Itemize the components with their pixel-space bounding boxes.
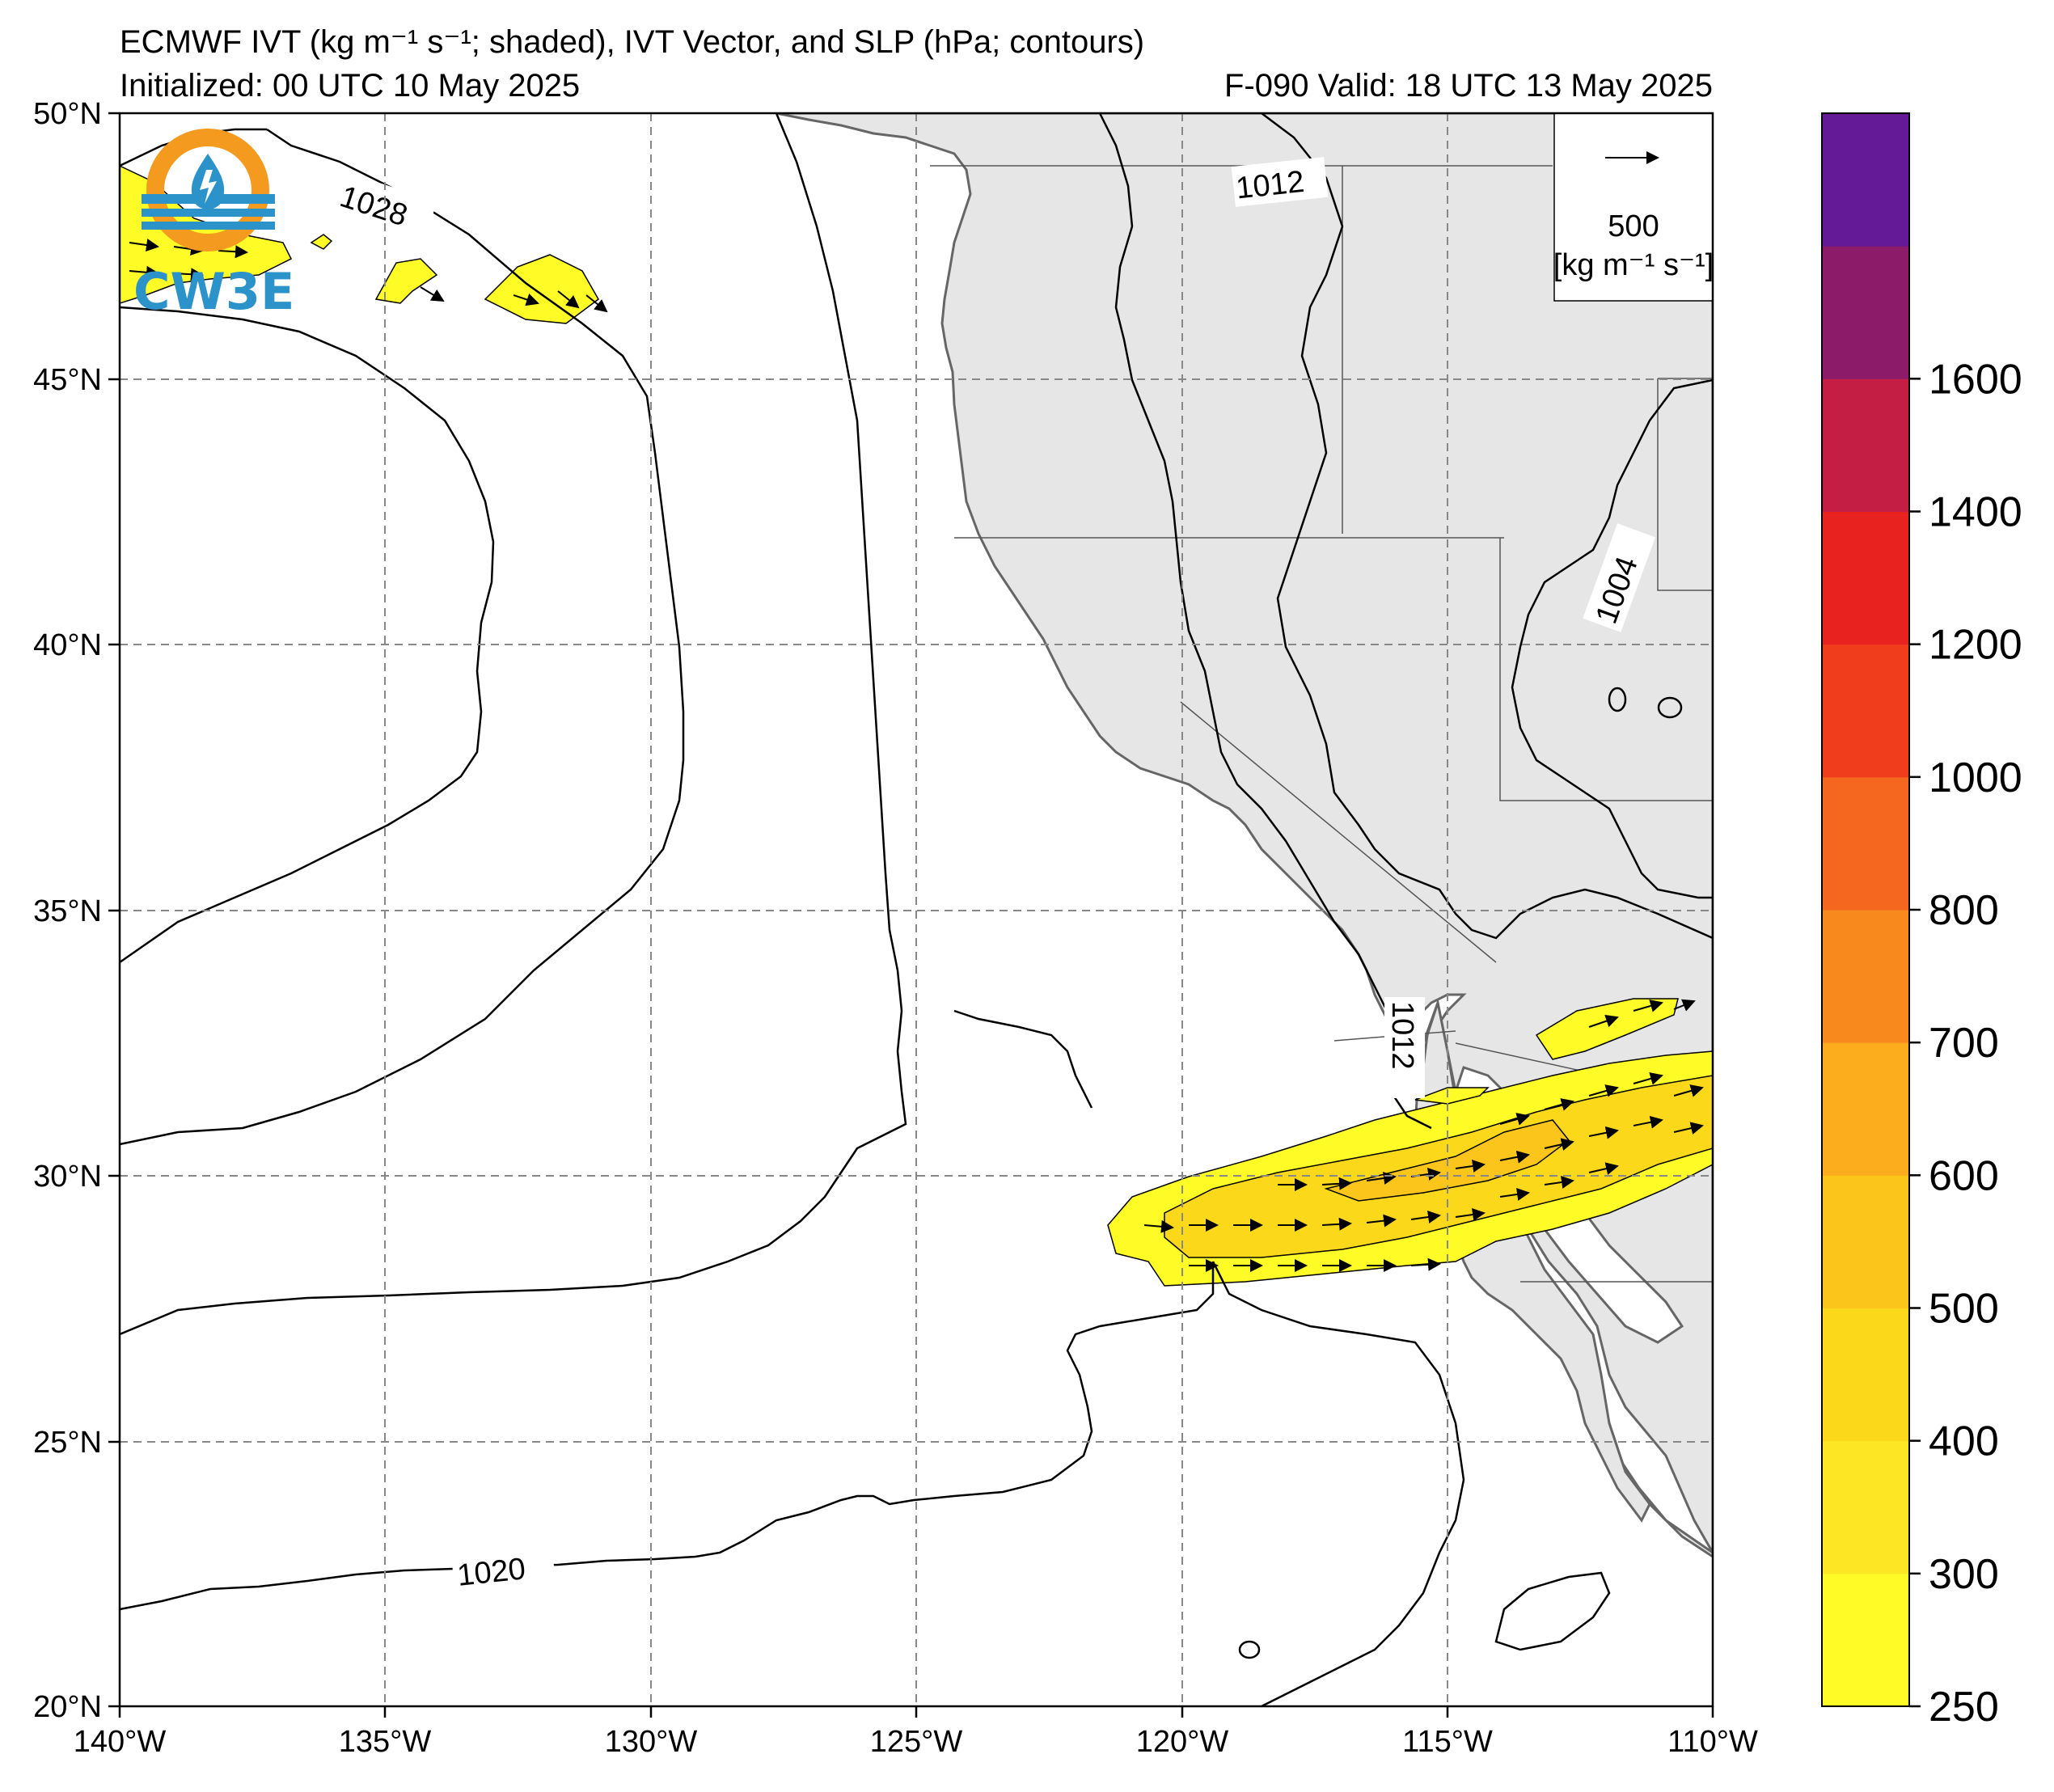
colorbar-tick-label: 1600 (1929, 356, 2022, 403)
lon-label: 130°W (605, 1725, 698, 1759)
colorbar-band (1822, 1175, 1909, 1308)
ivt-patch-arizona (1535, 998, 1679, 1060)
colorbar-tick-label: 500 (1929, 1286, 1999, 1333)
colorbar-tick-label: 1200 (1929, 622, 2022, 669)
slp-contour-1012-west (953, 1009, 1093, 1109)
vector-legend: 500 [kg m⁻¹ s⁻¹] (1553, 113, 1714, 302)
colorbar-band (1822, 910, 1909, 1043)
initialized-label: Initialized: 00 UTC 10 May 2025 (120, 68, 581, 104)
longitude-labels: 140°W 135°W 130°W 125°W 120°W 115°W 110°… (74, 1725, 1758, 1759)
ivt-patch-nw-4 (310, 234, 333, 250)
colorbar-tick-label: 250 (1929, 1684, 1999, 1731)
ivt-patch-nw-2 (374, 258, 438, 304)
lon-label: 140°W (74, 1725, 167, 1759)
contour-label-1012-north: 1012 (1234, 165, 1305, 206)
vector-legend-unit: [kg m⁻¹ s⁻¹] (1553, 248, 1714, 282)
valid-time-label: F-090 Valid: 18 UTC 13 May 2025 (1224, 68, 1713, 104)
slp-contour-closed-4 (1608, 687, 1627, 712)
colorbar: 250 300 400 500 600 700 800 1000 1200 1400 1600 (1821, 112, 2022, 1731)
lat-label: 35°N (33, 894, 102, 928)
slp-contour-closed-3 (1657, 696, 1683, 719)
colorbar-tick-label: 400 (1929, 1418, 1999, 1465)
slp-contour-1004 (1511, 378, 1713, 899)
colorbar-tick-label: 1000 (1929, 754, 2022, 801)
colorbar-band (1822, 113, 1909, 247)
slp-contour-closed-2 (1238, 1640, 1261, 1659)
colorbar-band (1822, 1573, 1909, 1707)
slp-contour-1028 (120, 306, 495, 964)
lon-label: 110°W (1667, 1725, 1758, 1759)
colorbar-band (1822, 1042, 1909, 1176)
colorbar-band (1822, 378, 1909, 512)
colorbar-band (1822, 644, 1909, 778)
colorbar-tick-label: 300 (1929, 1551, 1999, 1598)
cw3e-logo: CW3E (133, 129, 294, 321)
colorbar-band (1822, 246, 1909, 379)
gridlines (120, 113, 1713, 1706)
slp-contour-1024 (120, 128, 685, 1146)
colorbar-band (1822, 1308, 1909, 1442)
vector-legend-value: 500 (1608, 209, 1659, 243)
map-area: 1028 1012 1004 1012 1020 5 (120, 113, 1714, 1706)
colorbar-tick-label: 700 (1929, 1020, 1999, 1067)
slp-contour-closed-1 (1494, 1571, 1611, 1651)
slp-contour-1008 (1261, 113, 1713, 940)
slp-contours (120, 113, 1713, 1706)
lat-label: 20°N (33, 1690, 102, 1724)
ivt-vectors (129, 239, 1704, 1272)
colorbar-band (1822, 776, 1909, 911)
colorbar-band (1822, 511, 1909, 645)
latitude-labels: 50°N 45°N 40°N 35°N 30°N 25°N 20°N (33, 97, 102, 1724)
logo-text: CW3E (133, 262, 294, 321)
contour-labels: 1028 1012 1004 1012 1020 (335, 157, 1656, 1595)
lat-label: 25°N (33, 1426, 102, 1460)
slp-contour-1012 (1098, 113, 1432, 1130)
lon-label: 135°W (339, 1725, 432, 1759)
slp-contour-1016 (1211, 1261, 1465, 1706)
axis-ticks (108, 112, 1714, 1718)
slp-contour-1020 (120, 113, 907, 1336)
ivt-patch-small-1 (1414, 1087, 1490, 1105)
chart-title: ECMWF IVT (kg m⁻¹ s⁻¹; shaded), IVT Vect… (120, 24, 1145, 60)
lat-label: 50°N (33, 97, 102, 131)
slp-contour-1020-south (120, 1262, 1215, 1611)
lon-label: 125°W (870, 1725, 963, 1759)
colorbar-tick-label: 600 (1929, 1152, 1999, 1199)
lon-label: 115°W (1402, 1725, 1493, 1759)
lon-label: 120°W (1136, 1725, 1229, 1759)
contour-label-1012-south: 1012 (1385, 1001, 1419, 1070)
contour-label-1020: 1020 (455, 1552, 526, 1593)
lat-label: 30°N (33, 1160, 102, 1194)
colorbar-tick-label: 1400 (1929, 489, 2022, 536)
lat-label: 40°N (33, 628, 102, 662)
colorbar-band (1822, 1440, 1909, 1574)
colorbar-tick-label: 800 (1929, 887, 1999, 934)
lat-label: 45°N (33, 363, 102, 397)
